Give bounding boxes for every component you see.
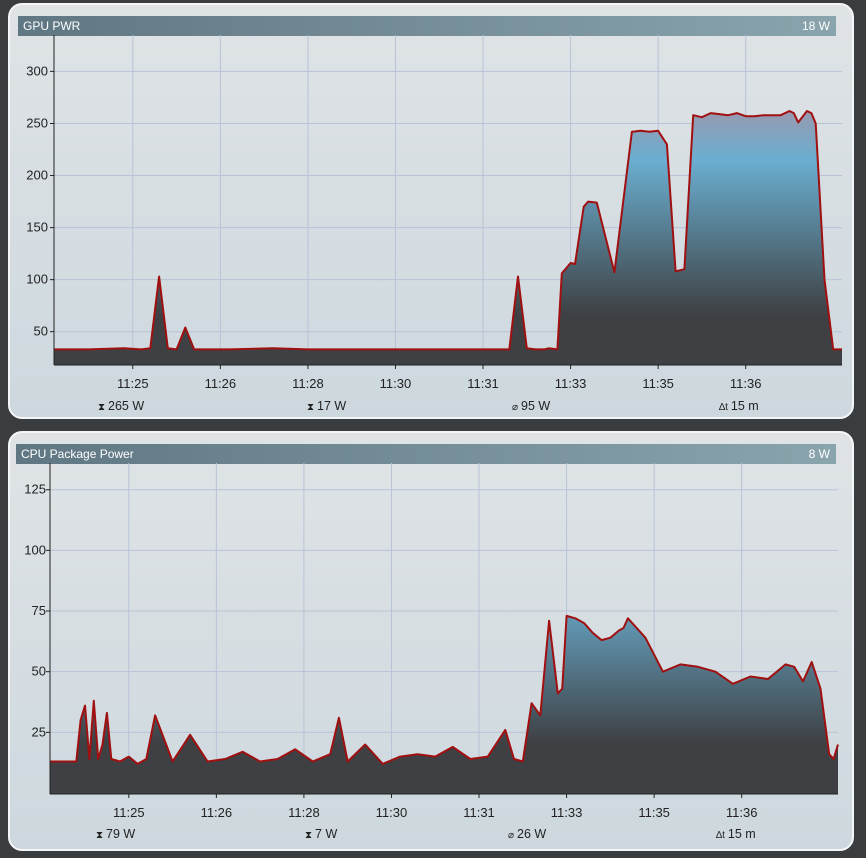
x-tick-label: 11:33 xyxy=(555,376,587,391)
stat-avg-value: 26 W xyxy=(517,827,547,841)
y-tick-label: 250 xyxy=(26,115,48,130)
x-tick-label: 11:26 xyxy=(205,376,237,391)
stat-span-value: 15 m xyxy=(730,399,759,413)
min-icon: ⧗ xyxy=(307,402,315,413)
stat-avg: ⌀ 26 W xyxy=(508,827,546,841)
series-area xyxy=(54,111,842,365)
x-tick-label: 11:33 xyxy=(551,805,583,820)
series-line xyxy=(50,614,839,765)
gpu-power-panel: GPU PWR 18 W 300 250 200 150 100 50 11:25 11:26… xyxy=(8,3,854,419)
stat-min: ⧗ 7 W xyxy=(305,827,337,841)
panel-title: GPU PWR xyxy=(23,19,81,33)
x-tick-label: 11:26 xyxy=(201,805,233,820)
x-tick-label: 11:35 xyxy=(642,376,674,391)
stat-max: ⧗ 79 W xyxy=(96,827,135,841)
avg-icon: ⌀ xyxy=(512,402,519,413)
panel-titlebar: CPU Package Power 8 W xyxy=(16,444,836,464)
x-tick-label: 11:31 xyxy=(467,376,499,391)
stat-span: ∆t 15 m xyxy=(716,827,756,841)
x-tick-label: 11:35 xyxy=(638,805,670,820)
x-tick-label: 11:28 xyxy=(292,376,324,391)
stat-avg: ⌀ 95 W xyxy=(512,399,550,413)
avg-icon: ⌀ xyxy=(508,830,515,841)
x-tick-label: 11:31 xyxy=(463,805,495,820)
cpu-package-power-panel: CPU Package Power 8 W 125 100 75 50 25 11:25 1… xyxy=(8,431,854,851)
stat-max-value: 79 W xyxy=(106,827,136,841)
span-icon: ∆t xyxy=(719,402,728,413)
x-tick-label: 11:30 xyxy=(376,805,408,820)
y-tick-label: 50 xyxy=(32,664,46,679)
x-tick-label: 11:30 xyxy=(380,376,412,391)
x-tick-label: 11:25 xyxy=(117,376,149,391)
current-value: 18 W xyxy=(801,19,830,33)
stat-max-value: 265 W xyxy=(108,399,145,413)
max-icon: ⧗ xyxy=(98,402,106,413)
gpu-power-chart: 300 250 200 150 100 50 11:25 11:26 11:28 11:30 11:… xyxy=(26,35,842,391)
y-tick-label: 300 xyxy=(26,63,48,78)
x-tick-label: 11:36 xyxy=(726,805,758,820)
stat-max: ⧗ 265 W xyxy=(98,399,144,413)
stat-span: ∆t 15 m xyxy=(719,399,759,413)
cpu-power-chart: 125 100 75 50 25 11:25 11:26 11:28 11:30 11:31 11:… xyxy=(24,463,839,820)
stat-min-value: 17 W xyxy=(317,399,347,413)
series-line xyxy=(54,110,842,351)
series-area xyxy=(50,615,838,794)
y-tick-label: 100 xyxy=(24,542,46,557)
panel-title: CPU Package Power xyxy=(21,447,134,461)
y-tick-label: 75 xyxy=(32,603,46,618)
stat-avg-value: 95 W xyxy=(521,399,551,413)
x-tick-label: 11:25 xyxy=(113,805,145,820)
y-tick-label: 50 xyxy=(34,324,48,339)
current-value: 8 W xyxy=(808,447,830,461)
span-icon: ∆t xyxy=(716,830,725,841)
x-tick-label: 11:36 xyxy=(730,376,762,391)
panel-titlebar: GPU PWR 18 W xyxy=(18,16,836,36)
y-tick-label: 200 xyxy=(26,168,48,183)
y-tick-label: 100 xyxy=(26,272,48,287)
max-icon: ⧗ xyxy=(96,830,104,841)
stat-span-value: 15 m xyxy=(727,827,756,841)
y-tick-label: 25 xyxy=(32,724,46,739)
stat-min-value: 7 W xyxy=(315,827,338,841)
y-tick-label: 150 xyxy=(26,220,48,235)
min-icon: ⧗ xyxy=(305,830,313,841)
x-tick-label: 11:28 xyxy=(288,805,320,820)
stat-min: ⧗ 17 W xyxy=(307,399,346,413)
y-tick-label: 125 xyxy=(24,482,46,497)
